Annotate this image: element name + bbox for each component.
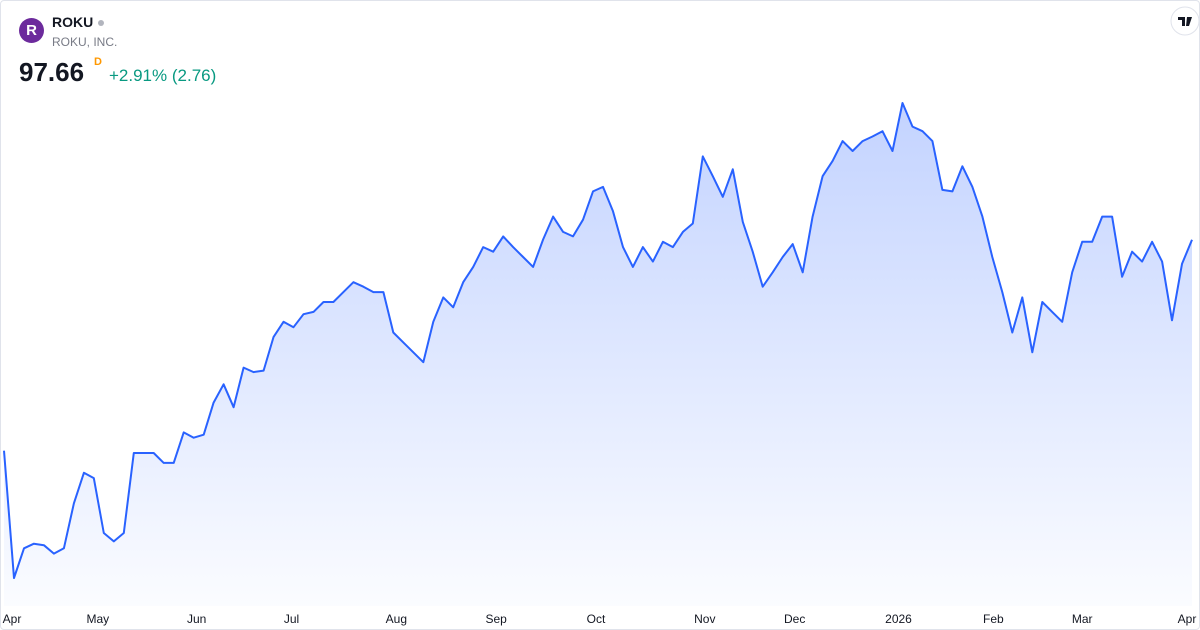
- x-tick-label: Dec: [784, 612, 805, 626]
- x-tick-label: Apr: [3, 612, 22, 626]
- change: +2.91% (2.76): [109, 66, 216, 86]
- price: 97.66: [19, 57, 85, 87]
- x-tick-label: Oct: [587, 612, 606, 626]
- x-tick-label: Apr: [1178, 612, 1197, 626]
- x-tick-label: Nov: [694, 612, 715, 626]
- x-tick-label: Feb: [983, 612, 1004, 626]
- x-tick-label: May: [87, 612, 110, 626]
- x-tick-label: Mar: [1072, 612, 1093, 626]
- change-abs: (2.76): [171, 66, 217, 85]
- x-tick-label: Jul: [284, 612, 299, 626]
- tv-logo[interactable]: [1170, 6, 1199, 36]
- x-tick-label: Jun: [187, 612, 206, 626]
- symbol-text: ROKU: [52, 14, 94, 30]
- symbol: ROKU: [52, 14, 105, 30]
- x-tick-label: 2026: [885, 612, 912, 626]
- x-tick-label: Sep: [485, 612, 507, 626]
- change-percent: +2.91%: [109, 66, 168, 85]
- x-tick-label: Aug: [386, 612, 407, 626]
- area-fill: [4, 103, 1192, 606]
- status-dot: [98, 20, 105, 27]
- company: ROKU, INC.: [52, 35, 118, 49]
- price-flag: D: [94, 56, 102, 68]
- price-line: [3, 102, 1193, 579]
- logo: R: [19, 18, 44, 43]
